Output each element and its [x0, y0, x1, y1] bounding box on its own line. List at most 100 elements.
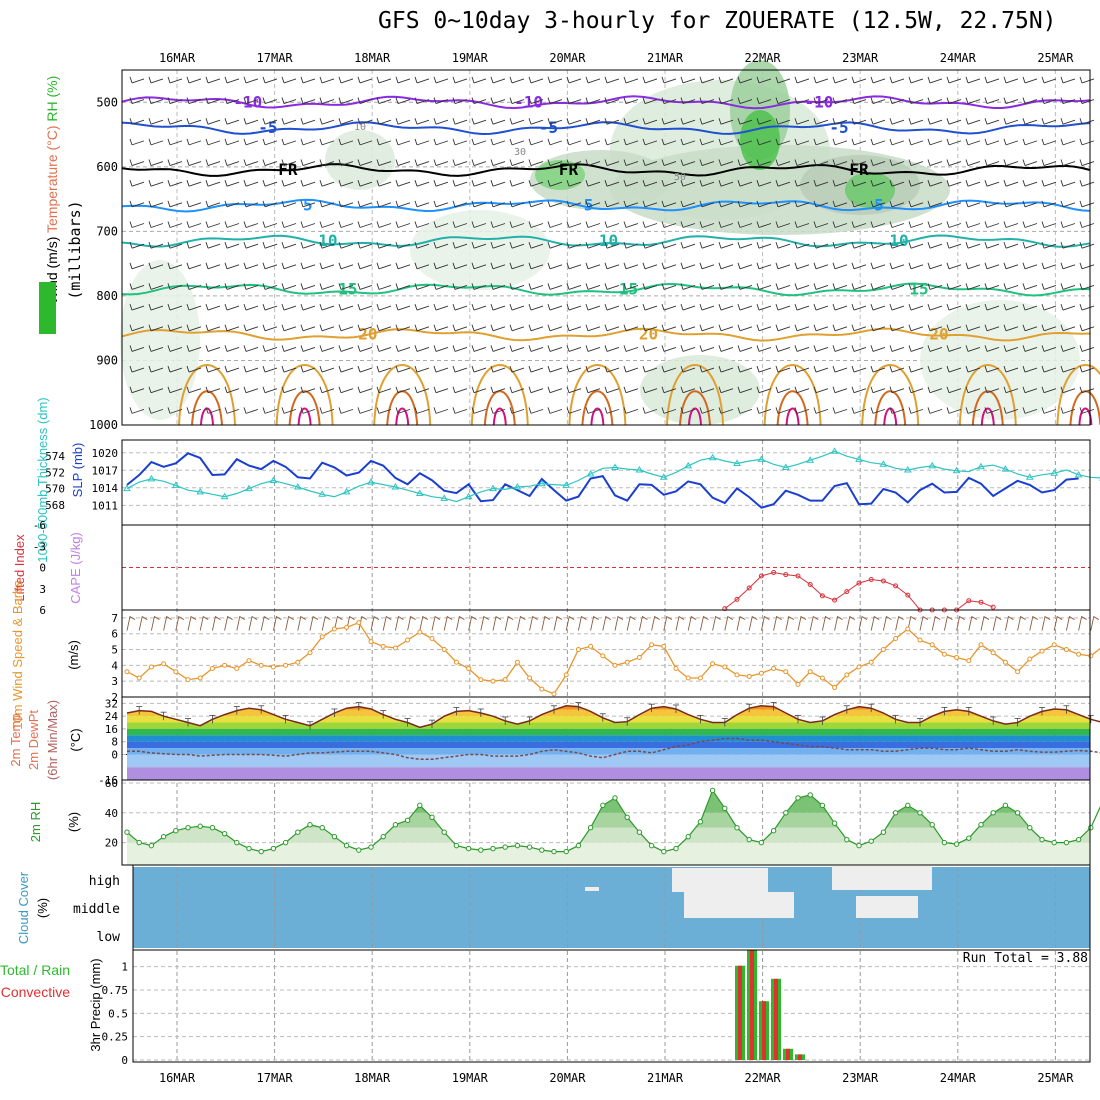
warm-plume-contour: [297, 407, 312, 426]
wind-barb: [414, 76, 430, 84]
wind-barb: [243, 180, 259, 187]
wind-barb: [262, 180, 278, 187]
date-label-bottom: 24MAR: [940, 1071, 977, 1085]
wind-barb: [205, 303, 221, 311]
wind-barb: [376, 138, 392, 146]
wind-barb: [1041, 180, 1057, 187]
wind-barb-10m: [504, 615, 514, 631]
wind-barb: [946, 303, 962, 311]
wind-speed-point: [209, 666, 215, 672]
wind-barb: [832, 365, 848, 373]
thickness-point: [415, 489, 424, 496]
wind-speed-point: [185, 677, 191, 683]
wind-barb-10m: [687, 615, 697, 631]
wind-barb: [262, 242, 278, 249]
wind-speed-point: [1015, 669, 1021, 675]
wind-barb: [243, 118, 259, 125]
wind-barb: [1060, 138, 1076, 146]
wind-barb: [832, 118, 848, 125]
wind-barb: [509, 180, 525, 187]
date-label-bottom: 17MAR: [257, 1071, 294, 1085]
wind-barb: [832, 303, 848, 311]
wind-barb: [908, 365, 924, 373]
wind-barb: [756, 138, 772, 146]
wind-barb-10m: [443, 615, 453, 631]
wind-barb: [889, 97, 905, 104]
precip-convective-bar: [798, 1054, 802, 1060]
warm-plume-contour: [971, 390, 1004, 426]
wind-barb: [756, 118, 772, 125]
wind-barb: [205, 97, 221, 104]
wind-speed-point: [746, 673, 752, 679]
wind-barb: [395, 283, 411, 290]
wind-barb: [186, 76, 202, 84]
wind-barb: [794, 365, 810, 373]
wind-barb: [623, 262, 639, 270]
wind-barb: [452, 159, 468, 166]
rh-point: [831, 820, 838, 826]
y-axis-label-cloud-units: (%): [35, 898, 50, 918]
wind-speed-point: [502, 677, 508, 683]
wind-barb: [262, 303, 278, 311]
wind-barb: [680, 118, 696, 125]
wind-barb: [547, 303, 563, 311]
wind-barb-10m: [321, 615, 331, 631]
wind-barb: [1079, 180, 1095, 187]
wind-barb: [566, 283, 582, 290]
rh-point: [856, 842, 862, 849]
wind-barb-10m: [187, 615, 197, 631]
wind-barb: [756, 303, 772, 311]
wind-barb: [376, 407, 392, 414]
rh-point: [648, 842, 655, 849]
wind-barb: [1003, 118, 1019, 125]
wind-speed-point: [868, 659, 874, 665]
rh-point: [624, 814, 630, 820]
wind-barb: [623, 386, 639, 394]
wind-barb: [319, 180, 335, 187]
wind-barb-10m: [541, 615, 551, 631]
wind-barb: [167, 180, 183, 187]
wind-barb: [1041, 386, 1057, 394]
precip-convective-bar: [750, 949, 754, 1060]
thickness-point: [367, 478, 375, 485]
wind-barb: [148, 118, 164, 125]
thickness-point: [220, 492, 229, 500]
wind-barb: [319, 386, 335, 394]
wind-barb: [794, 386, 810, 394]
wind-barb: [604, 407, 620, 414]
wind-speed-point: [819, 675, 825, 681]
wind-barb: [1041, 159, 1057, 166]
wind-speed-point: [405, 637, 411, 643]
rh-point: [770, 828, 777, 834]
wind-barb: [1079, 138, 1095, 146]
rh-point: [258, 848, 264, 855]
wind-barb-10m: [297, 615, 307, 631]
wind-barb: [851, 118, 867, 125]
lifted-index-point: [868, 577, 874, 583]
wind-barb: [281, 97, 297, 104]
wind-barb: [471, 97, 487, 104]
wind-barb: [813, 221, 829, 228]
wind-speed-point: [710, 661, 716, 667]
rh-point: [160, 833, 167, 840]
wind-speed-point: [685, 675, 691, 681]
wind-speed-point: [270, 664, 276, 670]
y-tick-label-wind: 5: [111, 644, 118, 657]
wind-barb: [984, 242, 1000, 249]
wind-barb: [775, 262, 791, 270]
wind-barb: [927, 303, 943, 311]
wind-barb: [946, 283, 962, 290]
wind-barb: [490, 386, 506, 394]
wind-barb: [566, 242, 582, 249]
temperature-contour-label: 15: [909, 279, 928, 298]
wind-barb: [338, 242, 354, 249]
wind-barb: [224, 138, 240, 146]
wind-barb: [889, 407, 905, 414]
temperature-contour-label: 20: [358, 325, 377, 344]
wind-barb-10m: [577, 615, 587, 631]
wind-barb: [376, 242, 392, 249]
wind-barb: [357, 138, 373, 146]
y-axis-label-cape: CAPE (J/kg): [68, 532, 83, 604]
wind-barb: [490, 138, 506, 146]
